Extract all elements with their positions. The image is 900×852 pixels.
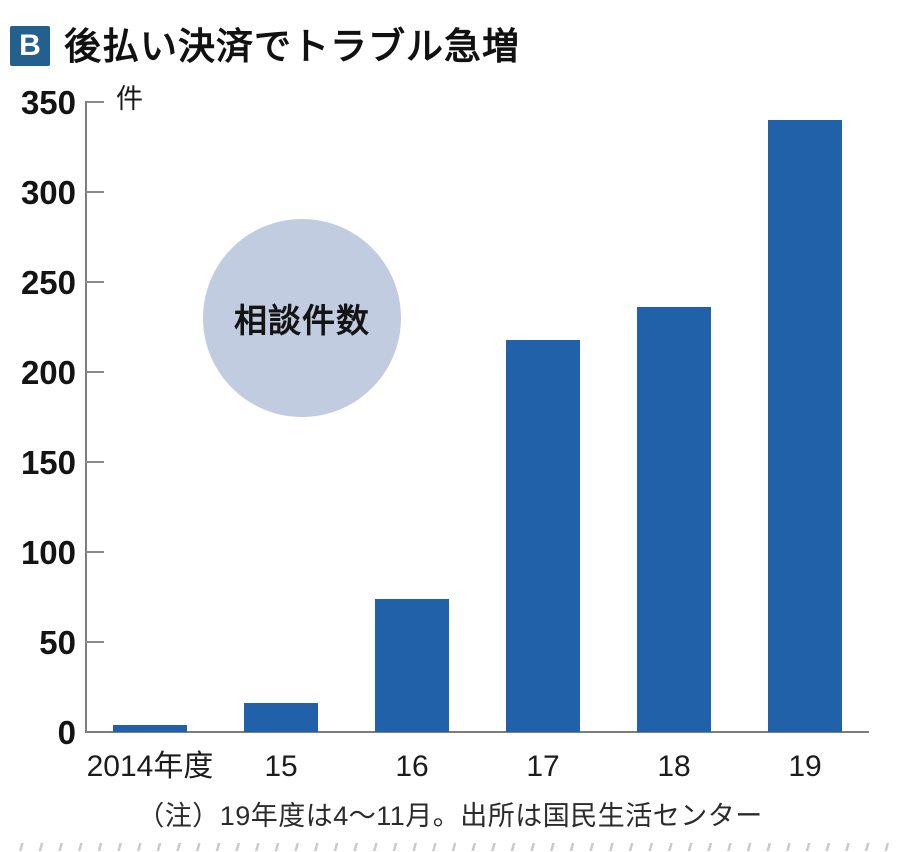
source-note: （注）19年度は4～11月。出所は国民生活センター [137, 801, 763, 831]
figure-label-badge: B [10, 26, 50, 66]
figure-header: B 後払い決済でトラブル急増 [10, 26, 520, 66]
y-tick-label: 150 [20, 444, 76, 481]
x-tick-label: 15 [264, 750, 298, 783]
figure-title: 後払い決済でトラブル急増 [64, 25, 520, 67]
series-legend-bubble: 相談件数 [203, 219, 401, 417]
bar-16 [375, 598, 449, 732]
y-tick-mark [86, 191, 104, 193]
x-tick-label: 17 [526, 750, 560, 783]
x-axis-line [85, 731, 869, 733]
perforation-edge-marks [4, 843, 896, 851]
y-axis-line [85, 101, 87, 733]
y-tick-mark [86, 281, 104, 283]
bar-15 [244, 703, 318, 732]
y-tick-mark [86, 371, 104, 373]
y-tick-label: 50 [39, 624, 76, 661]
y-tick-label: 300 [20, 174, 76, 211]
x-tick-label: 16 [395, 750, 429, 783]
y-tick-label: 0 [57, 714, 76, 751]
series-legend-label: 相談件数 [234, 302, 370, 339]
x-tick-label: 18 [657, 750, 691, 783]
y-tick-mark [86, 551, 104, 553]
y-tick-label: 100 [20, 534, 76, 571]
y-tick-label: 200 [20, 354, 76, 391]
bar-19 [768, 120, 842, 732]
bar-17 [506, 339, 580, 732]
y-tick-label: 250 [20, 264, 76, 301]
y-tick-mark [86, 461, 104, 463]
y-tick-mark [86, 641, 104, 643]
bar-2014年度 [113, 724, 187, 732]
y-tick-label: 350 [20, 84, 76, 121]
bar-18 [637, 307, 711, 732]
x-tick-label: 19 [788, 750, 822, 783]
y-axis-unit-label: 件 [116, 84, 143, 114]
x-tick-label: 2014年度 [86, 750, 214, 783]
y-tick-mark [86, 101, 104, 103]
